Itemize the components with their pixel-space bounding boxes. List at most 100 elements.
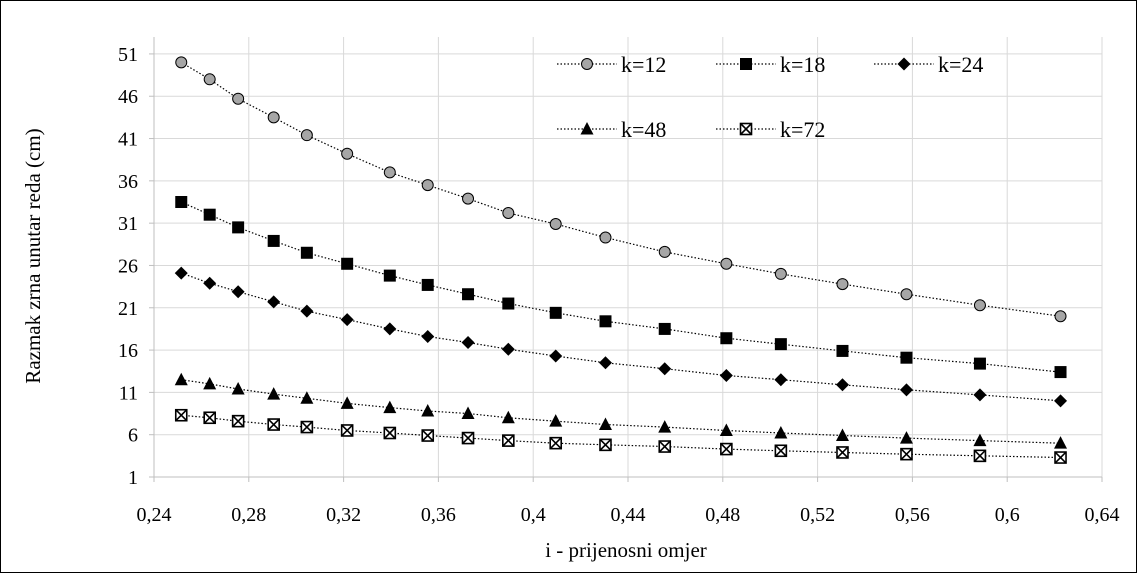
data-point-k48 [203, 376, 217, 390]
data-point-k72 [836, 446, 849, 459]
data-point-k48 [383, 400, 397, 414]
data-point-k18 [232, 221, 245, 234]
x-tick-label: 0,56 [895, 504, 930, 526]
y-tick-label: 46 [118, 86, 138, 108]
data-point-k18 [599, 315, 612, 328]
data-point-k18 [175, 196, 188, 208]
data-point-k48 [231, 382, 245, 395]
data-point-k72 [340, 424, 354, 437]
axes: 0,24 0,28 0,32 0,36 0,4 0,44 0,48 0,52 0,56 0,6 0,… [118, 37, 1120, 526]
data-point-k12 [341, 147, 354, 160]
data-point-k24 [461, 335, 475, 349]
legend-marker [581, 58, 593, 70]
data-point-k48 [835, 428, 849, 442]
data-point-k48 [973, 433, 987, 447]
legend-label: k=48 [621, 117, 666, 142]
data-point-k72 [900, 447, 913, 461]
data-point-k48 [267, 387, 281, 400]
legend: k=12 k=18 k=24 k=48 k=72 [557, 52, 983, 142]
x-tick-label: 0,6 [995, 504, 1020, 526]
data-point-k12 [502, 207, 515, 219]
data-point-k18 [549, 306, 562, 319]
data-point-k12 [658, 245, 671, 258]
data-point-k18 [720, 332, 733, 345]
data-point-k18 [462, 288, 475, 301]
data-point-k12 [1054, 310, 1067, 323]
data-point-k72 [1054, 451, 1067, 464]
data-point-k48 [598, 417, 612, 431]
legend-label: k=12 [621, 52, 666, 77]
data-point-k72 [502, 434, 515, 447]
x-tick-label: 0,52 [800, 504, 835, 526]
data-point-k72 [300, 420, 314, 434]
data-point-k24 [267, 295, 281, 309]
data-point-k12 [203, 73, 216, 86]
data-point-k48 [1054, 436, 1068, 449]
data-point-k24 [1054, 394, 1068, 408]
data-point-k72 [461, 431, 475, 445]
data-point-k18 [267, 234, 280, 247]
data-point-k24 [973, 388, 987, 402]
data-point-k18 [1054, 366, 1067, 379]
data-point-k24 [300, 304, 314, 318]
x-tick-label: 0,36 [421, 504, 456, 526]
data-point-k12 [973, 299, 986, 312]
y-tick-label: 51 [118, 44, 138, 66]
data-point-k48 [774, 426, 788, 439]
x-tick-label: 0,64 [1085, 504, 1120, 526]
y-tick-label: 31 [118, 213, 138, 235]
data-point-k12 [175, 56, 188, 69]
data-point-k48 [461, 406, 475, 420]
legend-item-k72: k=72 [716, 117, 825, 142]
y-tick-label: 26 [118, 255, 138, 277]
data-point-k72 [267, 418, 280, 431]
x-tick-label: 0,24 [137, 504, 172, 526]
data-point-k24 [383, 322, 397, 336]
data-point-k24 [501, 342, 515, 356]
legend-marker [739, 122, 753, 136]
data-series [174, 56, 1068, 464]
data-point-k12 [232, 92, 245, 105]
data-point-k12 [549, 218, 562, 230]
data-point-k18 [203, 208, 216, 221]
data-point-k18 [658, 322, 671, 335]
legend-label: k=24 [938, 52, 983, 77]
data-point-k12 [267, 111, 280, 124]
y-tick-label: 41 [118, 129, 138, 151]
data-point-k12 [599, 231, 612, 244]
data-point-k24 [340, 313, 354, 327]
data-point-k12 [421, 179, 434, 192]
x-tick-label: 0,32 [326, 504, 361, 526]
legend-item-k48: k=48 [557, 117, 666, 142]
data-point-k24 [774, 373, 788, 387]
y-tick-label: 6 [128, 425, 138, 447]
y-tick-label: 21 [118, 298, 138, 320]
data-point-k18 [300, 246, 313, 259]
data-point-k18 [900, 351, 913, 364]
data-point-k72 [774, 444, 788, 458]
data-point-k24 [835, 378, 849, 392]
data-point-k48 [174, 372, 188, 386]
data-point-k18 [383, 269, 396, 282]
legend-marker [580, 122, 594, 135]
data-point-k72 [231, 414, 245, 428]
data-point-k12 [774, 267, 787, 280]
data-point-k72 [383, 426, 397, 440]
y-tick-label: 16 [118, 340, 138, 362]
data-point-k24 [174, 266, 188, 280]
data-point-k12 [900, 288, 913, 301]
data-point-k18 [421, 278, 434, 291]
series-k24 [174, 266, 1068, 408]
legend-label: k=18 [780, 52, 825, 77]
data-point-k18 [973, 357, 986, 370]
data-point-k72 [599, 438, 612, 452]
legend-item-k12: k=12 [557, 52, 666, 77]
data-point-k48 [300, 391, 314, 404]
data-point-k12 [720, 257, 733, 270]
x-tick-label: 0,4 [521, 504, 546, 526]
data-point-k24 [899, 383, 913, 397]
series-k18 [175, 196, 1067, 379]
data-point-k12 [836, 278, 849, 291]
